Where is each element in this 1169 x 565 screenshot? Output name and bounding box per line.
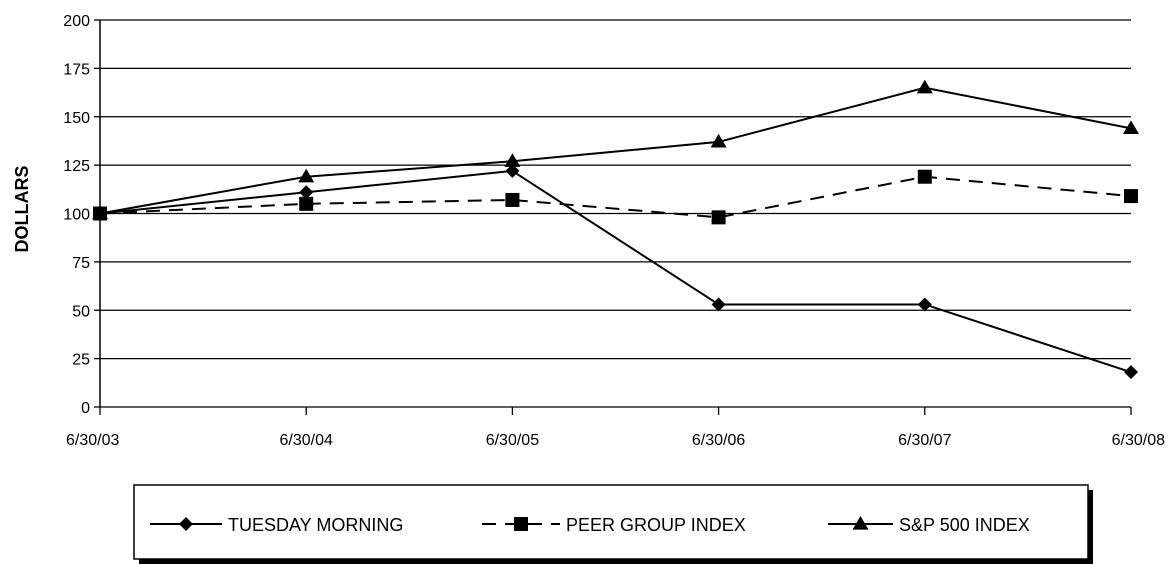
data-point-diamond	[711, 297, 726, 312]
legend-marker-square	[514, 517, 528, 531]
data-point-square	[299, 196, 314, 211]
legend-label: TUESDAY MORNING	[228, 515, 403, 535]
series-lines	[92, 79, 1139, 380]
legend-marker-diamond	[179, 517, 193, 531]
series-triangle	[92, 79, 1139, 220]
x-tick-label: 6/30/04	[280, 432, 333, 449]
data-point-square	[505, 192, 520, 207]
data-point-diamond	[505, 163, 520, 178]
data-point-triangle	[504, 153, 521, 167]
x-tick-label: 6/30/06	[692, 432, 745, 449]
y-tick-label: 150	[63, 110, 90, 127]
data-point-triangle	[1123, 120, 1139, 134]
y-tick-label: 75	[72, 255, 90, 272]
axes	[94, 19, 1132, 415]
series-line	[99, 175, 1132, 219]
data-point-triangle	[710, 133, 727, 148]
legend-label: PEER GROUP INDEX	[566, 515, 746, 535]
y-tick-label: 50	[72, 303, 90, 320]
y-tick-labels: 0 25 50 75 100 125 150 175 200	[63, 13, 90, 417]
series-line	[99, 86, 1132, 215]
data-point-diamond	[1124, 365, 1138, 380]
y-axis-title: DOLLARS	[12, 166, 32, 253]
legend-item: TUESDAY MORNING	[150, 515, 403, 535]
x-tick-label: 6/30/03	[66, 432, 119, 449]
data-point-triangle	[92, 205, 108, 220]
x-tick-label: 6/30/07	[898, 432, 951, 449]
legend-box	[133, 484, 1089, 560]
x-tick-labels: 6/30/03 6/30/04 6/30/05 6/30/06 6/30/07 6/30/…	[66, 432, 1165, 449]
data-point-triangle	[916, 79, 933, 94]
data-point-square	[917, 169, 932, 184]
y-tick-label: 100	[63, 207, 90, 224]
y-tick-label: 200	[63, 13, 90, 30]
legend: TUESDAY MORNING PEER GROUP INDEX S&P 500 I…	[133, 484, 1093, 564]
data-point-square	[1124, 189, 1138, 204]
legend-marker-triangle	[852, 516, 869, 530]
data-point-diamond	[917, 297, 932, 312]
series-diamond	[93, 163, 1138, 380]
grid-lines	[100, 19, 1131, 408]
x-tick-label: 6/30/08	[1112, 432, 1165, 449]
legend-label: S&P 500 INDEX	[899, 515, 1030, 535]
y-tick-label: 175	[63, 61, 90, 78]
legend-item: PEER GROUP INDEX	[482, 515, 746, 535]
x-tick-label: 6/30/05	[486, 432, 539, 449]
legend-item: S&P 500 INDEX	[828, 515, 1030, 535]
series-line	[99, 169, 1132, 374]
y-tick-label: 0	[81, 400, 90, 417]
y-tick-label: 25	[72, 352, 90, 369]
data-point-diamond	[299, 185, 314, 200]
data-point-triangle	[298, 168, 315, 183]
y-tick-label: 125	[63, 158, 90, 175]
data-point-square	[711, 210, 726, 225]
